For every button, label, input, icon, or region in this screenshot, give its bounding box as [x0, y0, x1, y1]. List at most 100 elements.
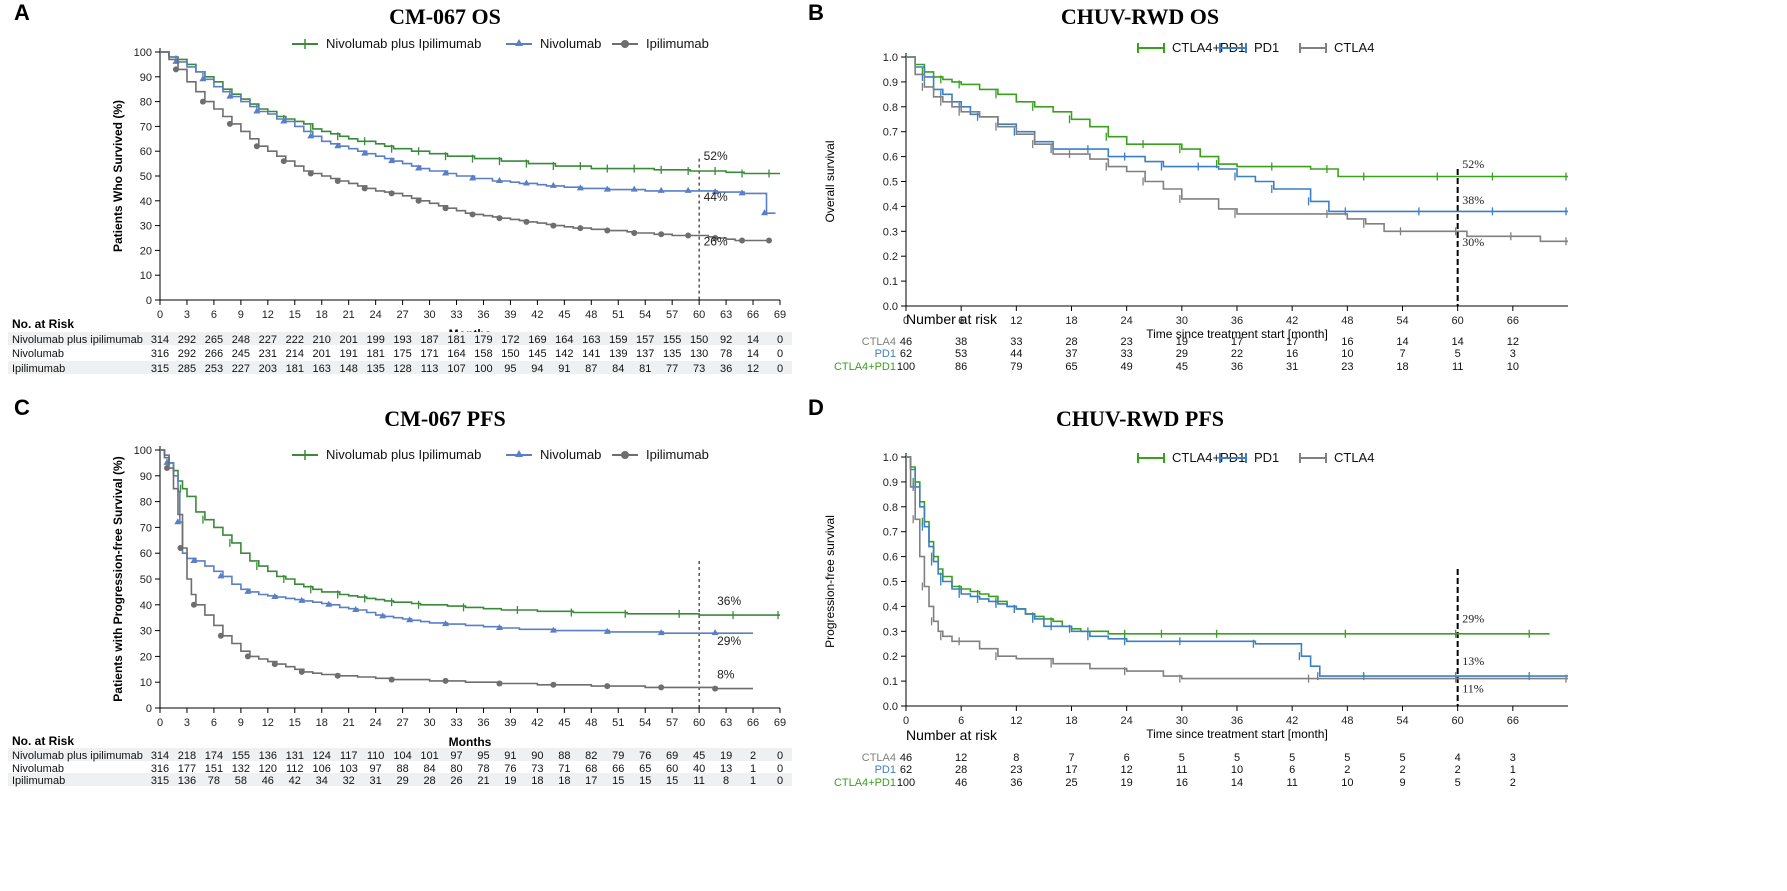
axes — [159, 48, 780, 301]
legend-item: PD1 — [1219, 40, 1279, 55]
censor-mark — [523, 218, 530, 225]
x-tick-label: 63 — [720, 309, 732, 321]
censor-mark — [549, 626, 557, 633]
x-tick-label: 33 — [450, 717, 462, 729]
risk-value: 164 — [555, 334, 573, 346]
y-tick-label: 0.7 — [883, 127, 898, 139]
risk-value: 91 — [558, 363, 570, 375]
y-tick-label: 0.8 — [883, 502, 898, 514]
legend-item: CTLA4 — [1299, 40, 1374, 55]
risk-value: 5 — [1455, 348, 1461, 360]
risk-value: 65 — [1065, 361, 1077, 373]
x-tick-label: 21 — [343, 717, 355, 729]
risk-value: 29 — [396, 775, 408, 787]
x-tick-label: 15 — [289, 717, 301, 729]
censor-mark — [415, 164, 423, 171]
x-tick-label: 30 — [1176, 715, 1188, 727]
censor-mark — [495, 176, 503, 183]
x-tick-label: 9 — [238, 717, 244, 729]
risk-value: 174 — [205, 750, 223, 762]
risk-value: 65 — [639, 763, 651, 775]
survival-curve — [906, 56, 1568, 178]
risk-value: 97 — [450, 750, 462, 762]
legend-label: CTLA4+PD1 — [1172, 40, 1245, 55]
risk-value: 218 — [178, 750, 196, 762]
legend-label: Nivolumab plus Ipilimumab — [326, 447, 481, 462]
risk-value: 12 — [1121, 764, 1133, 776]
censor-mark — [334, 177, 341, 184]
y-tick-label: 0.0 — [883, 701, 898, 713]
risk-value: 131 — [286, 750, 304, 762]
x-tick-label: 0 — [157, 717, 163, 729]
legend: Nivolumab plus Ipilimumab Nivolumab Ipilim… — [292, 36, 709, 51]
x-tick-label: 69 — [774, 717, 786, 729]
censor-mark — [199, 75, 207, 82]
y-tick-label: 70 — [140, 121, 152, 133]
risk-value: 69 — [666, 750, 678, 762]
risk-value: 181 — [286, 363, 304, 375]
censor-mark — [576, 184, 584, 191]
risk-value: 253 — [205, 363, 223, 375]
censor-mark — [199, 98, 206, 105]
risk-value: 58 — [235, 775, 247, 787]
risk-row-band — [8, 748, 792, 761]
censor-mark — [253, 143, 260, 150]
risk-value: 120 — [259, 763, 277, 775]
y-tick-label: 20 — [140, 245, 152, 257]
x-tick-label: 60 — [1452, 315, 1464, 327]
risk-value: 14 — [1452, 336, 1464, 348]
x-tick-label: 24 — [370, 717, 382, 729]
x-tick-label: 66 — [747, 309, 759, 321]
survival-curve — [160, 51, 776, 214]
risk-value: 5 — [1399, 752, 1405, 764]
censor-mark — [468, 174, 476, 181]
risk-value: 78 — [477, 763, 489, 775]
axes — [905, 453, 1568, 707]
censor-mark — [496, 680, 503, 687]
risk-value: 5 — [1455, 777, 1461, 789]
censor-mark — [217, 572, 225, 579]
risk-value: 1 — [750, 775, 756, 787]
x-tick-label: 36 — [1231, 715, 1243, 727]
risk-value: 151 — [205, 763, 223, 775]
risk-value: 5 — [1179, 752, 1185, 764]
risk-value: 34 — [316, 775, 328, 787]
risk-value: 150 — [690, 334, 708, 346]
risk-value: 135 — [663, 348, 681, 360]
y-tick-label: 0.0 — [883, 301, 898, 313]
risk-value: 10 — [1507, 361, 1519, 373]
risk-value: 66 — [612, 763, 624, 775]
risk-value: 22 — [1231, 348, 1243, 360]
risk-value: 169 — [528, 334, 546, 346]
risk-value: 12 — [1507, 336, 1519, 348]
risk-value: 314 — [151, 334, 169, 346]
survival-curve — [906, 56, 1568, 243]
x-tick-label: 45 — [558, 309, 570, 321]
survival-curve — [906, 456, 1550, 635]
risk-value: 314 — [151, 750, 169, 762]
risk-value: 44 — [1010, 348, 1022, 360]
risk-value: 227 — [259, 334, 277, 346]
x-tick-label: 36 — [1231, 315, 1243, 327]
x-tick-label: 45 — [558, 717, 570, 729]
censor-mark — [388, 157, 396, 164]
series-nivolumab-plus-ipilimumab — [160, 449, 780, 620]
risk-value: 315 — [151, 775, 169, 787]
legend-item: PD1 — [1219, 450, 1279, 465]
survival-curve — [160, 449, 780, 616]
risk-value: 135 — [366, 363, 384, 375]
y-tick-label: 0.6 — [883, 152, 898, 164]
risk-value: 245 — [232, 348, 250, 360]
y-tick-label: 50 — [140, 171, 152, 183]
x-tick-label: 6 — [211, 309, 217, 321]
y-axis-label: Overall survival — [823, 140, 837, 222]
risk-value: 158 — [474, 348, 492, 360]
percent-annotation: 29% — [1462, 612, 1484, 626]
x-tick-label: 54 — [1396, 315, 1408, 327]
risk-value: 79 — [612, 750, 624, 762]
survival-curve — [906, 456, 1568, 677]
legend-label: Nivolumab — [540, 36, 601, 51]
risk-value: 37 — [1065, 348, 1077, 360]
risk-value: 142 — [555, 348, 573, 360]
